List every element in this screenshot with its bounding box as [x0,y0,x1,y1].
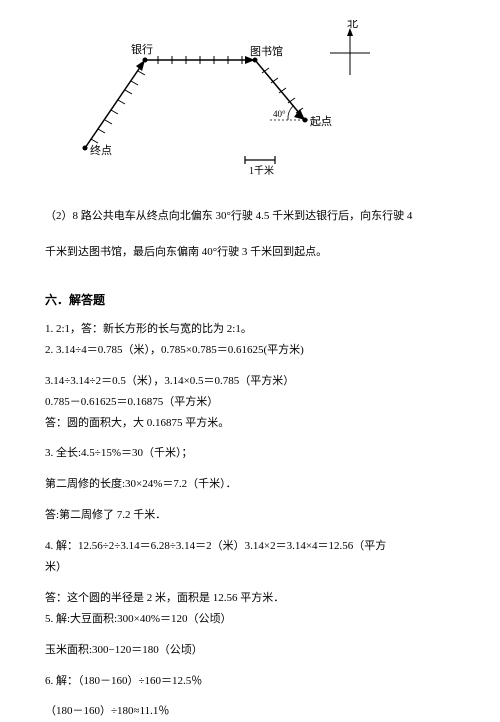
answer-2-conclusion: 答：圆的面积大，大 0.16875 平方米。 [45,413,455,434]
svg-text:银行: 银行 [131,42,153,56]
north-label: 北 [347,20,358,30]
answer-3-conclusion: 答:第二周修了 7.2 千米． [45,505,455,526]
q2-line2: 千米到达图书馆，最后向东偏南 40°行驶 3 千米回到起点。 [45,241,455,263]
q2-line1: （2）8 路公共电车从终点向北偏东 30°行驶 4.5 千米到达银行后，向东行驶… [45,205,455,227]
answer-2-line1: 2. 3.14÷4＝0.785（米），0.785×0.785＝0.61625(平… [45,340,455,361]
answer-4-conclusion: 答：这个圆的半径是 2 米，面积是 12.56 平方米． [45,588,455,609]
answer-4-line1b: 米） [45,557,455,578]
answer-6-line2: （180－160）÷180≈11.1％ [45,701,455,722]
svg-text:1千米: 1千米 [249,164,274,177]
svg-text:终点: 终点 [90,143,112,157]
svg-text:40°: 40° [273,109,286,119]
answer-6-line1: 6. 解：（180－160）÷160＝12.5％ [45,671,455,692]
answer-4-line1: 4. 解：12.56÷2÷3.14＝6.28÷3.14＝2（米）3.14×2＝3… [45,536,455,557]
answer-2-calc1: 3.14÷3.14÷2＝0.5（米），3.14×0.5＝0.785（平方米） [45,371,455,392]
answer-5-line1: 5. 解:大豆面积:300×40%＝120（公顷） [45,609,455,630]
route-diagram: 北 40° [45,20,395,185]
svg-text:图书馆: 图书馆 [250,44,283,58]
answer-5-line2: 玉米面积:300−120＝180（公顷） [45,640,455,661]
answer-1-line1: 1. 2:1，答：新长方形的长与宽的比为 2:1。 [45,319,455,340]
section-6-title: 六．解答题 [45,291,455,309]
answer-3-line1: 3. 全长:4.5÷15%＝30（千米）； [45,443,455,464]
answer-2-calc2: 0.785－0.61625＝0.16875（平方米） [45,392,455,413]
svg-text:起点: 起点 [310,115,332,128]
answer-3-line2: 第二周修的长度:30×24%＝7.2（千米）． [45,474,455,495]
